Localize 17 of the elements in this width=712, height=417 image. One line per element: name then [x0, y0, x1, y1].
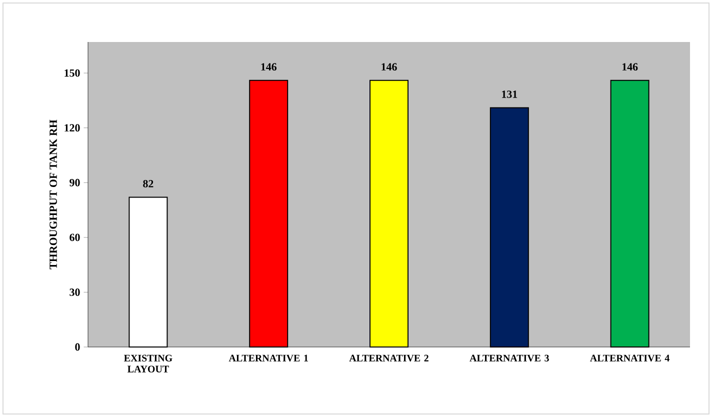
y-tick-label: 0 [75, 343, 80, 351]
data-label: 146 [622, 63, 638, 71]
y-tick-label: 30 [70, 288, 80, 296]
y-tick-label: 150 [64, 69, 80, 77]
x-tick-label: ALTERNATIVE 3 [470, 354, 549, 362]
data-label: 82 [143, 180, 154, 188]
x-tick-label: ALTERNATIVE 4 [590, 354, 670, 362]
x-tick-label: ALTERNATIVE 1 [228, 354, 308, 362]
x-tick-label: EXISTING LAYOUT [124, 354, 172, 372]
y-tick-label: 120 [64, 124, 80, 132]
data-label: 146 [382, 63, 397, 71]
y-tick-label: 90 [70, 178, 80, 186]
data-label: 131 [502, 90, 518, 98]
data-label: 146 [261, 63, 277, 71]
y-axis-title: THROUGHPUT OF TANK RH [50, 120, 57, 270]
y-tick-label: 60 [70, 234, 80, 242]
x-tick-label: ALTERNATIVE 2 [349, 354, 428, 362]
